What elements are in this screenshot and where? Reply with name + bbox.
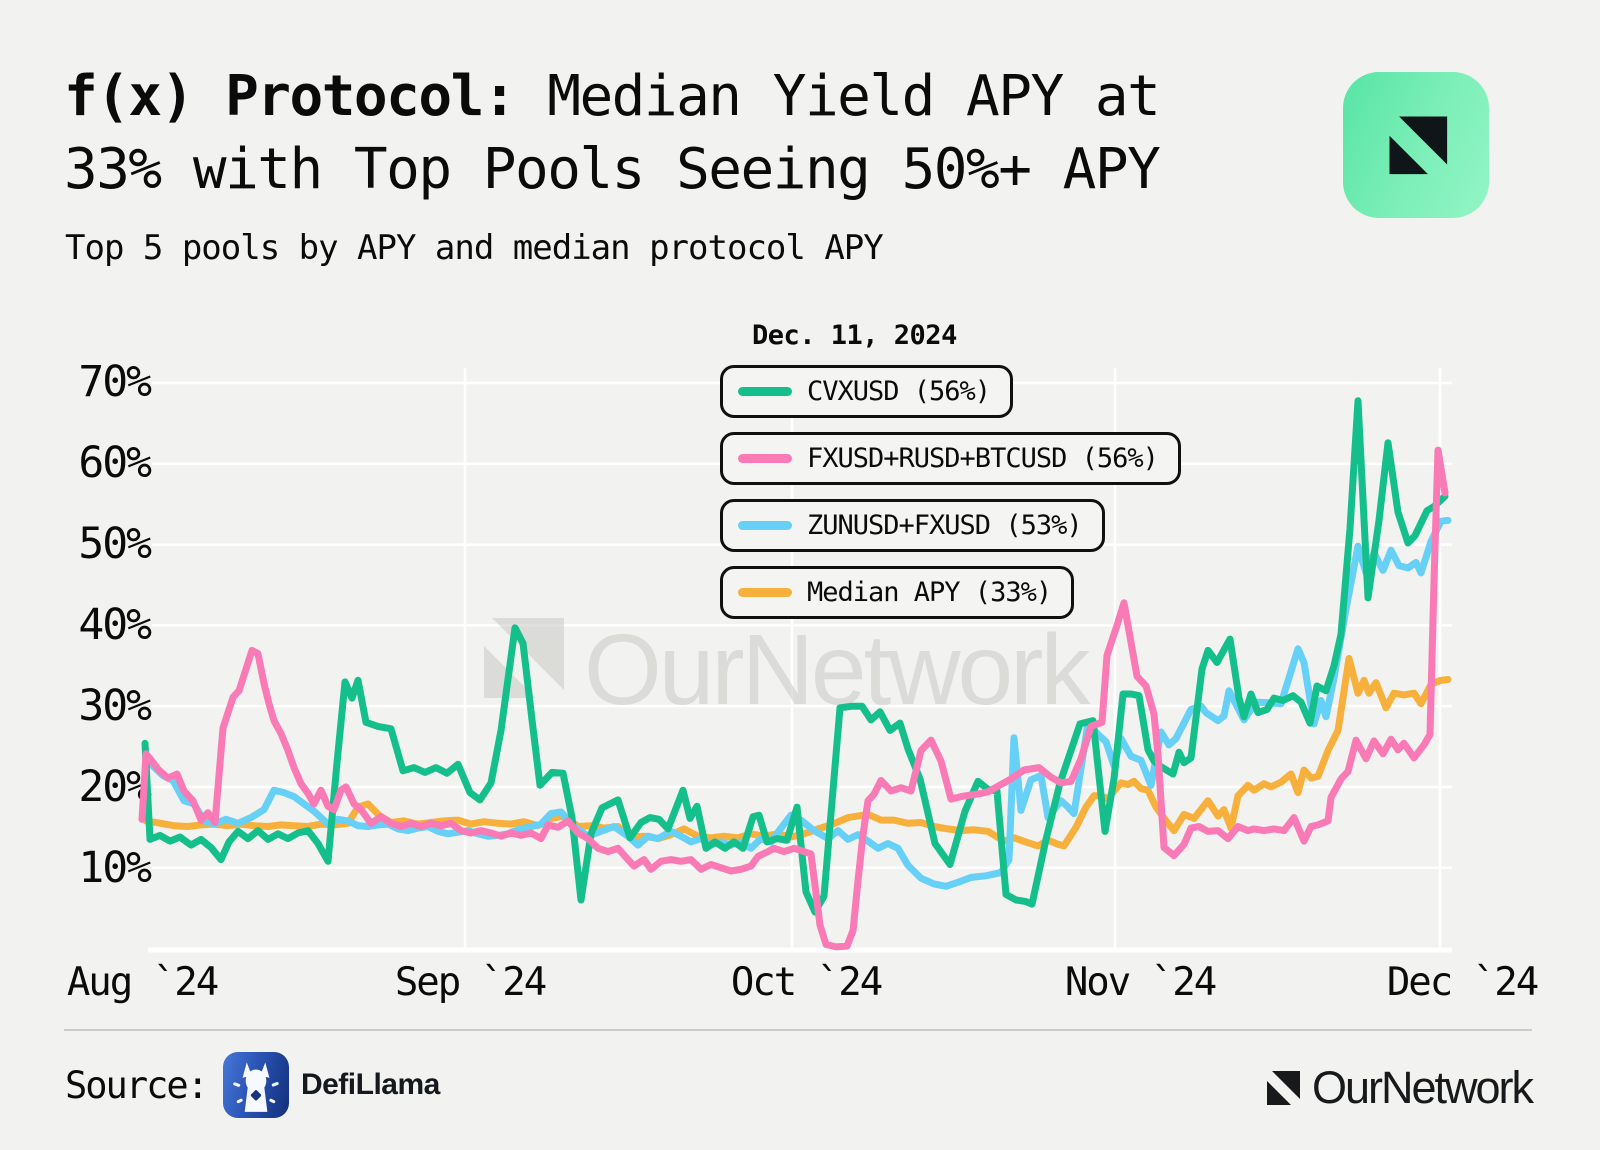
- ournetwork-wordmark: OurNetwork: [1311, 1062, 1534, 1113]
- source-label: Source:: [65, 1063, 209, 1107]
- x-axis-label: Aug `24: [66, 960, 219, 1005]
- ournetwork-brand-icon: [1343, 72, 1489, 218]
- x-axis-label: Oct `24: [730, 960, 883, 1005]
- y-axis-label: 30%: [78, 681, 152, 731]
- chart-series-lines: [138, 397, 1452, 951]
- source-attribution: Source: DefiLlama: [65, 1052, 440, 1118]
- title-line2: 33% with Top Pools Seeing 50%+ APY: [64, 137, 1161, 202]
- ournetwork-logo: OurNetwork: [1262, 1062, 1534, 1114]
- legend-item-zunusd-fxusd: ZUNUSD+FXUSD (53%): [720, 499, 1105, 552]
- legend-date: Dec. 11, 2024: [752, 320, 957, 351]
- x-axis-label: Dec `24: [1386, 960, 1539, 1005]
- footer-divider: [64, 1029, 1532, 1031]
- llama-icon: [233, 1062, 279, 1112]
- defillama-icon: [222, 1052, 289, 1118]
- legend-item-label: ZUNUSD+FXUSD (53%): [807, 510, 1083, 541]
- title-bold: f(x) Protocol:: [64, 64, 517, 129]
- series-swatch: [738, 588, 792, 597]
- x-axis-label: Sep `24: [394, 960, 547, 1005]
- ournetwork-mark-icon: [1266, 1071, 1300, 1105]
- defillama-wordmark: DefiLlama: [300, 1068, 440, 1101]
- y-axis-label: 70%: [78, 357, 152, 407]
- page-title: f(x) Protocol: Median Yield APY at 33% w…: [64, 60, 1334, 206]
- title-rest: Median Yield APY at: [515, 64, 1161, 129]
- legend-item-median-apy: Median APY (33%): [720, 566, 1075, 619]
- legend-item-label: FXUSD+RUSD+BTCUSD (56%): [807, 443, 1159, 474]
- legend-item-cvxusd: CVXUSD (56%): [720, 365, 1014, 418]
- legend-item-fxusd-rusd-btcusd: FXUSD+RUSD+BTCUSD (56%): [720, 432, 1181, 485]
- chart-legend: Dec. 11, 2024 CVXUSD (56%) FXUSD+RUSD+BT…: [720, 320, 1181, 633]
- legend-item-label: Median APY (33%): [807, 577, 1052, 608]
- page-subtitle: Top 5 pools by APY and median protocol A…: [65, 228, 884, 268]
- series-swatch: [738, 387, 792, 396]
- legend-item-label: CVXUSD (56%): [807, 376, 991, 407]
- n-mark-icon: [1389, 116, 1447, 175]
- y-axis-label: 10%: [78, 843, 152, 893]
- y-axis-label: 60%: [78, 438, 152, 488]
- series-swatch: [738, 454, 792, 463]
- series-swatch: [738, 521, 792, 530]
- y-axis-label: 40%: [78, 600, 152, 650]
- x-axis-label: Nov `24: [1064, 960, 1217, 1005]
- y-axis-label: 50%: [78, 519, 152, 569]
